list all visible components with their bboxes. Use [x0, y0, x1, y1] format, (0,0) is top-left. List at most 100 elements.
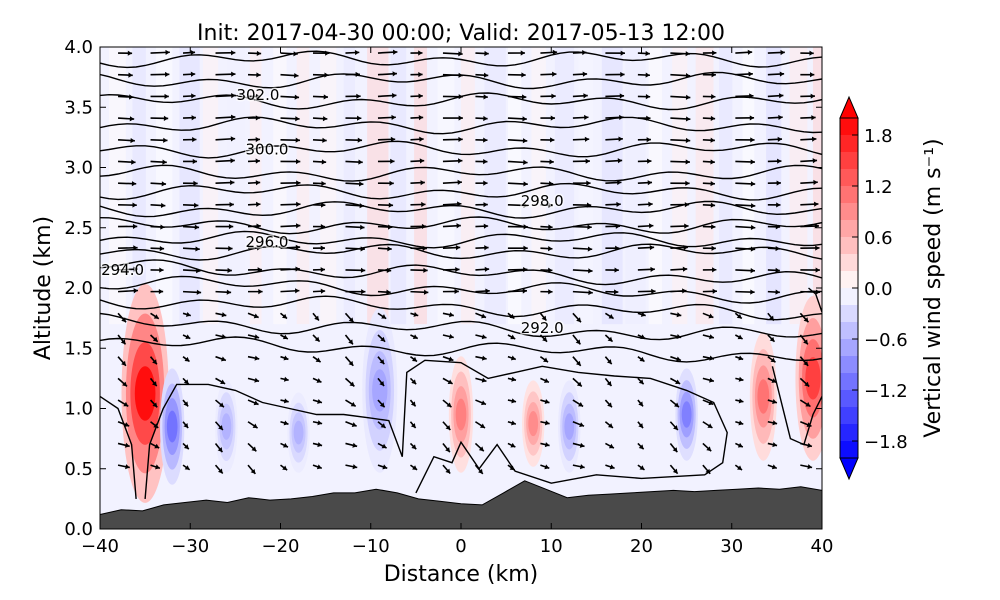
- wind-vector: [312, 398, 323, 404]
- wind-vector: [475, 266, 490, 272]
- wind-vector: [377, 71, 397, 77]
- wind-vector: [637, 245, 655, 251]
- wind-vector: [475, 334, 487, 340]
- wind-vector: [702, 377, 715, 383]
- wind-vector: [670, 333, 682, 340]
- wind-vector: [507, 334, 516, 340]
- wind-vector: [605, 442, 615, 449]
- wind-vector: [182, 356, 190, 363]
- y-tick-label: 3.5: [64, 97, 93, 118]
- wind-vector: [702, 72, 716, 78]
- wind-vector: [637, 158, 652, 164]
- wind-vector: [800, 442, 813, 448]
- contour-label: 292.0: [521, 319, 564, 337]
- isentrope: [100, 164, 822, 182]
- wind-vector: [604, 334, 614, 343]
- x-tick-label: 10: [540, 536, 563, 557]
- wind-vector: [735, 355, 744, 361]
- wind-vector: [669, 442, 678, 453]
- wind-vector: [507, 464, 516, 471]
- wind-vector: [767, 267, 780, 273]
- wind-vector: [735, 246, 756, 252]
- plot-area: 302.0 300.0 298.0 296.0 294.0 292.0: [100, 47, 822, 529]
- wind-vector: [150, 71, 170, 77]
- y-tick-label: 4.0: [64, 37, 93, 58]
- wind-vector: [735, 268, 756, 274]
- wind-stripe: [202, 47, 219, 325]
- wind-stripe: [531, 47, 546, 325]
- wind-vector: [475, 223, 489, 229]
- wind-stripe: [812, 47, 822, 325]
- updraft: [749, 332, 777, 461]
- wind-vector: [767, 464, 778, 470]
- downdraft: [362, 308, 398, 473]
- wind-vector: [247, 180, 261, 186]
- wind-vector: [215, 355, 227, 362]
- wind-vector: [735, 420, 744, 426]
- wind-vector: [280, 398, 289, 404]
- wind-vector: [637, 288, 656, 294]
- y-tick-label: 2.0: [64, 278, 93, 299]
- wind-vector: [637, 442, 645, 450]
- wind-vector: [215, 377, 226, 385]
- wind-vector: [442, 334, 454, 340]
- wind-vector: [183, 158, 198, 165]
- wind-vector: [702, 399, 714, 406]
- wind-vector: [410, 311, 419, 317]
- wind-stripe: [132, 47, 146, 325]
- wind-vector: [377, 334, 386, 343]
- wind-vector: [442, 421, 451, 431]
- wind-vector: [442, 158, 463, 164]
- wind-vector: [377, 224, 393, 230]
- wind-vector: [507, 94, 527, 100]
- wind-vector: [247, 442, 257, 452]
- wind-vector: [637, 201, 653, 207]
- wind-vector: [702, 442, 712, 452]
- wind-vector: [605, 50, 625, 56]
- wind-vector: [118, 50, 133, 56]
- wind-vector: [377, 267, 392, 274]
- wind-vector: [409, 356, 418, 363]
- wind-vector: [507, 442, 516, 448]
- wind-vector: [702, 355, 715, 361]
- wind-vector: [637, 50, 650, 57]
- wind-vector: [800, 464, 813, 470]
- wind-vector: [767, 289, 780, 295]
- wind-vector: [377, 246, 392, 252]
- wind-vector: [507, 312, 515, 320]
- wind-vector: [800, 115, 816, 121]
- wind-stripe: [766, 47, 782, 325]
- wind-vector: [800, 201, 819, 207]
- wind-vector: [345, 421, 357, 427]
- wind-vector: [442, 312, 454, 318]
- wind-vector: [572, 136, 590, 142]
- wind-vector: [669, 377, 681, 385]
- wind-vector: [767, 114, 783, 121]
- wind-vector: [507, 50, 526, 56]
- wind-vector: [182, 246, 200, 252]
- wind-vector: [670, 159, 690, 165]
- wind-vector: [637, 377, 645, 385]
- wind-vector: [735, 376, 744, 382]
- wind-stripe: [695, 47, 714, 325]
- wind-vector: [475, 355, 487, 361]
- downdraft: [160, 368, 185, 485]
- wind-vector: [182, 289, 202, 295]
- wind-vector: [735, 398, 744, 404]
- wind-vector: [702, 464, 711, 475]
- wind-vector: [605, 179, 622, 186]
- wind-vector: [800, 223, 820, 229]
- wind-vector: [118, 137, 135, 144]
- wind-vector: [800, 267, 820, 273]
- wind-stripe: [414, 47, 427, 325]
- wind-vector: [702, 202, 716, 208]
- wind-vector: [182, 71, 196, 77]
- wind-vector: [767, 202, 781, 208]
- wind-vector: [507, 420, 517, 426]
- wind-vector: [670, 51, 691, 57]
- wind-vector: [247, 421, 259, 429]
- wind-vector: [118, 202, 137, 208]
- wind-vector: [670, 312, 682, 318]
- wind-vector: [280, 180, 301, 186]
- wind-vector: [409, 464, 418, 471]
